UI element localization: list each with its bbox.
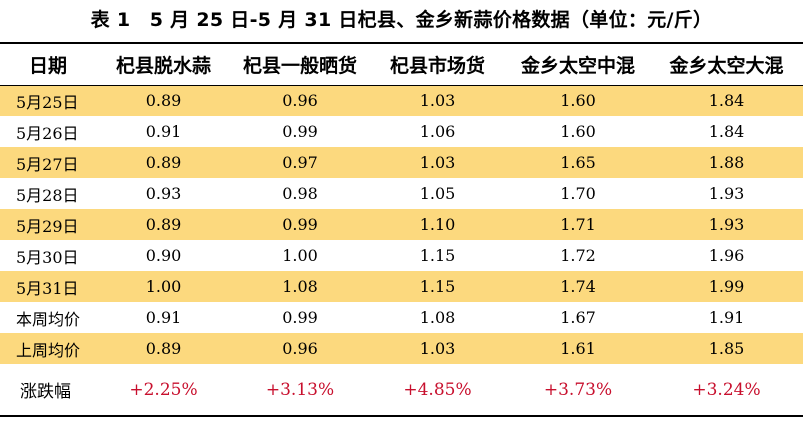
table-title: 表 1 5 月 25 日-5 月 31 日杞县、金乡新蒜价格数据（单位：元/斤）	[90, 9, 713, 31]
garlic-price-table: 日期 杞县脱水蒜 杞县一般晒货 杞县市场货 金乡太空中混 金乡太空大混 5月25…	[0, 42, 803, 417]
change-cell: +3.73%	[543, 379, 613, 400]
price-cell: 1.91	[708, 308, 745, 327]
price-cell: 1.60	[560, 91, 596, 111]
header-jinxiang-large-mix: 金乡太空大混	[669, 54, 784, 77]
price-cell: 1.74	[560, 277, 596, 296]
change-row: 涨跌幅 +2.25% +3.13% +4.85% +3.73% +3.24%	[0, 364, 803, 416]
price-cell: 0.99	[282, 215, 318, 234]
price-cell: 0.91	[145, 308, 182, 327]
price-cell: 1.15	[419, 246, 456, 265]
price-cell: 0.98	[282, 184, 318, 203]
price-cell: 0.99	[282, 122, 318, 141]
change-cell: +2.25%	[129, 379, 198, 400]
row-label: 本周均价	[16, 309, 81, 329]
price-cell: 1.60	[560, 122, 596, 141]
price-cell: 1.08	[282, 277, 318, 296]
header-qixian-market: 杞县市场货	[389, 54, 485, 77]
price-cell: 1.15	[419, 277, 456, 296]
price-cell: 1.03	[419, 153, 456, 172]
row-label: 5月31日	[16, 278, 79, 298]
change-cell: +3.13%	[265, 379, 335, 400]
price-cell: 1.65	[560, 153, 596, 172]
price-cell: 0.90	[145, 246, 182, 265]
header-qixian-sundried: 杞县一般晒货	[242, 54, 357, 77]
table-row: 上周均价 0.89 0.96 1.03 1.61 1.85	[0, 333, 803, 364]
price-cell: 1.03	[419, 91, 456, 111]
table-row: 5月31日 1.00 1.08 1.15 1.74 1.99	[0, 271, 803, 302]
price-cell: 1.93	[708, 215, 745, 234]
price-cell: 0.99	[282, 308, 318, 327]
price-cell: 1.85	[708, 339, 745, 358]
price-cell: 1.84	[708, 122, 745, 141]
price-cell: 0.96	[282, 91, 318, 111]
price-cell: 1.05	[419, 184, 456, 203]
change-cell: +4.85%	[403, 379, 472, 400]
price-cell: 0.96	[282, 339, 318, 358]
table-row: 5月27日 0.89 0.97 1.03 1.65 1.88	[0, 147, 803, 178]
header-date: 日期	[28, 54, 67, 77]
price-cell: 0.97	[282, 153, 318, 172]
change-row-label: 涨跌幅	[20, 382, 71, 402]
price-cell: 1.03	[419, 339, 456, 358]
price-cell: 1.67	[560, 308, 596, 327]
price-cell: 1.00	[282, 246, 318, 265]
table-row: 5月26日 0.91 0.99 1.06 1.60 1.84	[0, 116, 803, 147]
table-row: 本周均价 0.91 0.99 1.08 1.67 1.91	[0, 302, 803, 333]
price-cell: 1.96	[708, 246, 745, 265]
table-row: 5月29日 0.89 0.99 1.10 1.71 1.93	[0, 209, 803, 240]
price-cell: 1.08	[419, 308, 456, 327]
table-row: 5月28日 0.93 0.98 1.05 1.70 1.93	[0, 178, 803, 209]
price-cell: 0.89	[145, 215, 182, 234]
price-cell: 0.89	[145, 339, 182, 358]
price-cell: 1.00	[145, 277, 182, 296]
price-cell: 1.61	[560, 339, 596, 358]
row-label: 5月26日	[16, 123, 79, 143]
table-row: 5月30日 0.90 1.00 1.15 1.72 1.96	[0, 240, 803, 271]
table-body: 5月25日 0.89 0.96 1.03 1.60 1.84 5月26日 0.91 0.99 1.…	[0, 85, 803, 416]
row-label: 5月27日	[16, 154, 79, 174]
price-cell: 0.93	[145, 184, 182, 203]
row-label: 5月25日	[16, 92, 79, 112]
price-cell: 1.84	[708, 91, 745, 111]
price-cell: 1.93	[708, 184, 745, 203]
price-cell: 1.99	[708, 277, 745, 296]
price-cell: 1.71	[560, 215, 596, 234]
row-label: 上周均价	[16, 340, 81, 360]
table-header-row: 日期 杞县脱水蒜 杞县一般晒货 杞县市场货 金乡太空中混 金乡太空大混	[0, 43, 803, 85]
header-qixian-dehydrated: 杞县脱水蒜	[115, 54, 211, 77]
price-cell: 1.88	[708, 153, 745, 172]
price-cell: 0.89	[145, 153, 182, 172]
price-cell: 1.72	[560, 246, 596, 265]
price-cell: 0.89	[145, 91, 182, 111]
row-label: 5月28日	[16, 185, 79, 205]
price-cell: 1.70	[560, 184, 596, 203]
change-cell: +3.24%	[692, 379, 761, 400]
price-cell: 1.10	[419, 215, 456, 234]
header-jinxiang-medium-mix: 金乡太空中混	[520, 54, 635, 77]
row-label: 5月30日	[16, 247, 79, 267]
price-cell: 0.91	[145, 122, 182, 141]
price-cell: 1.06	[419, 122, 456, 141]
table-row: 5月25日 0.89 0.96 1.03 1.60 1.84	[0, 85, 803, 116]
row-label: 5月29日	[16, 216, 79, 236]
